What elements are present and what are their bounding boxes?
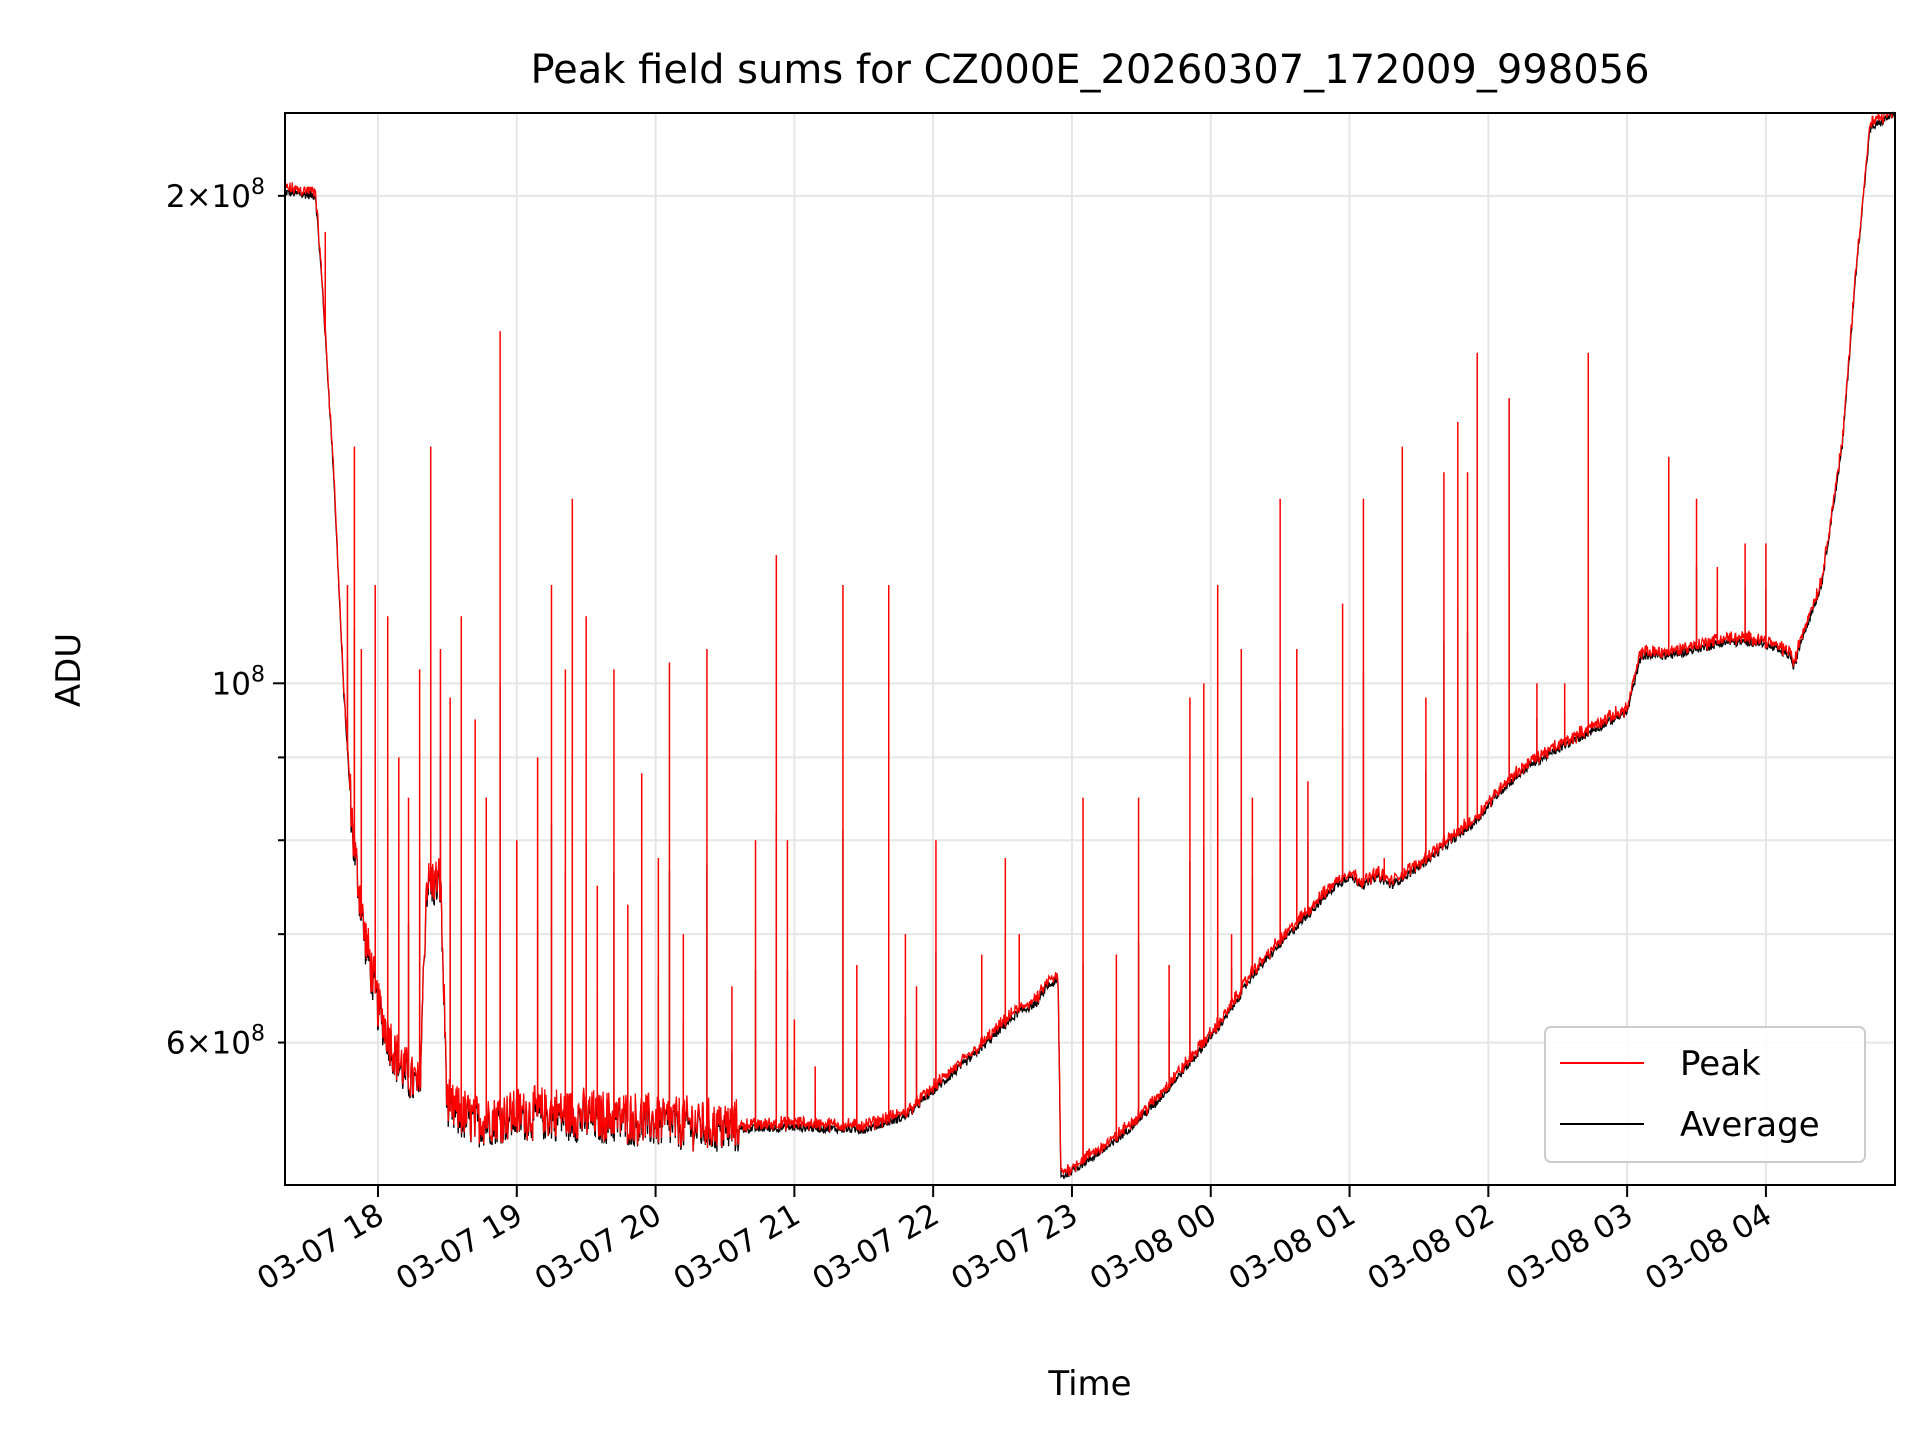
y-tick-label: 108 [212, 662, 265, 702]
legend: Peak Average [1544, 1026, 1866, 1163]
legend-box [1544, 1026, 1866, 1163]
y-tick-label: 2×108 [166, 175, 265, 215]
chart-title: Peak field sums for CZ000E_20260307_1720… [530, 47, 1649, 93]
peak-series [284, 112, 1895, 1177]
legend-peak-label: Peak [1680, 1044, 1761, 1084]
x-axis-label: Time [1047, 1364, 1131, 1404]
y-axis-label: ADU [49, 633, 89, 707]
plot-frame [284, 112, 1896, 1186]
y-tick-label: 6×108 [166, 1022, 265, 1062]
peak-line [284, 112, 1895, 1177]
legend-average-label: Average [1680, 1105, 1820, 1145]
